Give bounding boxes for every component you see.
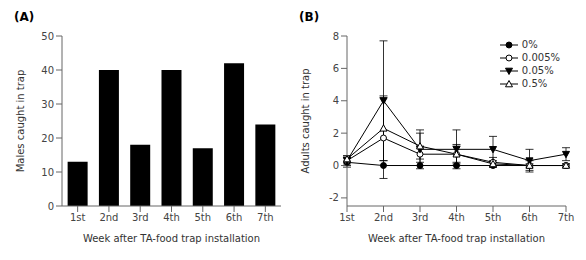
svg-text:1st: 1st: [339, 212, 355, 223]
html-text:(A): (A): [14, 10, 35, 24]
svg-text:Week after TA-food trap instal: Week after TA-food trap installation: [83, 233, 260, 244]
svg-text:3rd: 3rd: [412, 212, 429, 223]
svg-text:50: 50: [41, 31, 54, 42]
svg-text:5th: 5th: [194, 212, 211, 223]
html-text:0.5%: 0.5%: [521, 78, 548, 89]
svg-text:1st: 1st: [70, 212, 86, 223]
svg-text:5th: 5th: [485, 212, 502, 223]
svg-text:4: 4: [333, 95, 339, 106]
svg-text:6th: 6th: [226, 212, 243, 223]
svg-text:0: 0: [48, 201, 54, 212]
svg-text:3rd: 3rd: [132, 212, 149, 223]
svg-text:-2: -2: [329, 192, 339, 203]
svg-text:0: 0: [333, 160, 339, 171]
svg-text:2nd: 2nd: [99, 212, 118, 223]
svg-text:20: 20: [41, 133, 54, 144]
svg-text:6: 6: [333, 63, 339, 74]
svg-text:Adults caught in trap: Adults caught in trap: [300, 69, 311, 174]
svg-text:Week after TA-food trap instal: Week after TA-food trap installation: [368, 233, 545, 244]
svg-text:7th: 7th: [558, 212, 575, 223]
html-text:0.005%: 0.005%: [521, 52, 560, 63]
svg-text:6th: 6th: [521, 212, 538, 223]
html-text:0%: 0%: [521, 39, 538, 50]
svg-text:2nd: 2nd: [374, 212, 393, 223]
svg-text:2: 2: [333, 128, 339, 139]
svg-text:10: 10: [41, 167, 54, 178]
svg-text:7th: 7th: [257, 212, 274, 223]
svg-text:4th: 4th: [448, 212, 465, 223]
svg-text:Males caught in trap: Males caught in trap: [15, 70, 26, 173]
svg-text:4th: 4th: [163, 212, 180, 223]
svg-text:30: 30: [41, 99, 54, 110]
html-text:(B): (B): [299, 10, 320, 24]
svg-text:40: 40: [41, 65, 54, 76]
svg-text:8: 8: [333, 31, 339, 42]
html-text:0.05%: 0.05%: [521, 65, 554, 76]
